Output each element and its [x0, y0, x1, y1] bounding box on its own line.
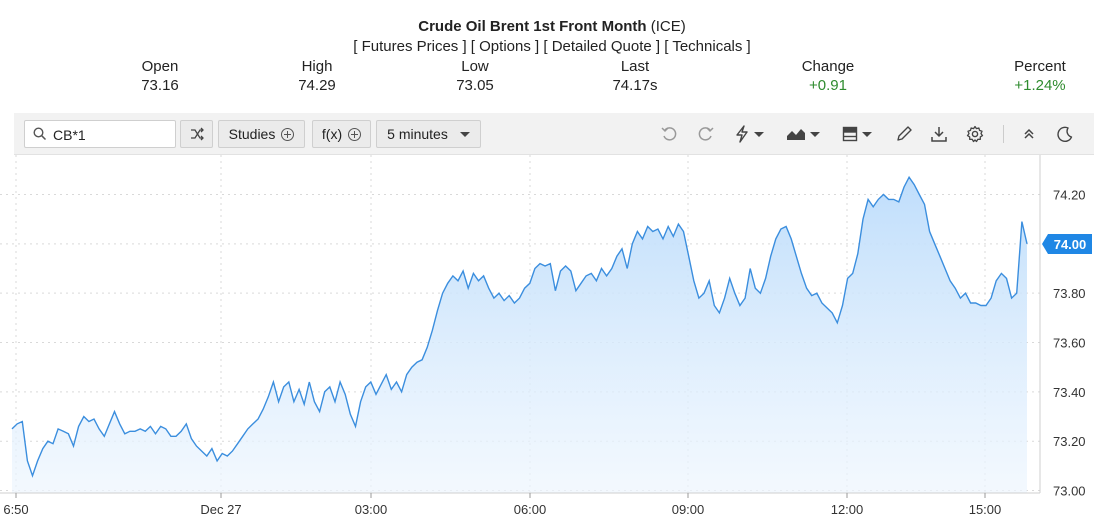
chevron-down-icon	[810, 131, 820, 137]
stat-value: +1.24%	[1014, 77, 1066, 94]
stat-value: +0.91	[809, 77, 847, 94]
symbol-search-input[interactable]: CB*1	[24, 120, 176, 148]
current-price-label: 74.00	[1054, 237, 1087, 252]
stat-value: 74.17s	[612, 77, 658, 94]
chevron-down-icon	[862, 131, 872, 137]
stat-change: Change +0.91	[788, 58, 868, 94]
price-chart-svg: 74.20 74.00 73.80 73.60 73.40 73.20 73.00 6:50…	[0, 155, 1092, 517]
chevron-down-icon	[459, 131, 470, 137]
stat-value: 74.29	[298, 77, 336, 94]
x-tick-label: 6:50	[3, 502, 28, 517]
functions-button[interactable]: f(x)	[312, 120, 371, 148]
search-icon	[33, 127, 47, 141]
studies-label: Studies	[228, 126, 276, 142]
area-chart-icon	[787, 129, 805, 140]
y-tick-label: 73.00	[1053, 484, 1086, 499]
stat-low: Low 73.05	[435, 58, 515, 94]
x-tick-label: 03:00	[355, 502, 388, 517]
stat-high: High 74.29	[277, 58, 357, 94]
layout-menu-button[interactable]	[842, 124, 872, 144]
add-circle-icon	[281, 127, 295, 141]
stat-percent: Percent +1.24%	[1000, 58, 1080, 94]
stat-label: Low	[461, 58, 489, 75]
stat-open: Open 73.16	[120, 58, 200, 94]
x-tick-label: 12:00	[831, 502, 864, 517]
search-value: CB*1	[53, 127, 86, 143]
instrument-name: Crude Oil Brent 1st Front Month	[418, 18, 647, 35]
stat-label: Percent	[1014, 58, 1066, 75]
options-link[interactable]: Options	[479, 38, 531, 55]
x-tick-label: Dec 27	[200, 502, 241, 517]
lightning-icon	[736, 125, 748, 143]
interval-select[interactable]: 5 minutes	[376, 120, 481, 148]
studies-button[interactable]: Studies	[218, 120, 305, 148]
layout-icon	[842, 126, 858, 142]
futures-prices-link[interactable]: Futures Prices	[361, 38, 459, 55]
chart-type-menu-button[interactable]	[786, 124, 820, 144]
undo-icon	[661, 127, 677, 141]
gear-icon	[966, 125, 984, 143]
stat-label: High	[301, 58, 333, 75]
collapse-button[interactable]	[1022, 124, 1036, 144]
undo-button[interactable]	[660, 124, 678, 144]
y-tick-label: 73.20	[1053, 434, 1086, 449]
technicals-link[interactable]: Technicals	[672, 38, 743, 55]
price-area	[12, 177, 1027, 493]
stat-value: 73.16	[141, 77, 179, 94]
x-tick-label: 09:00	[672, 502, 705, 517]
detailed-quote-link[interactable]: Detailed Quote	[551, 38, 652, 55]
x-tick-label: 06:00	[514, 502, 547, 517]
y-tick-label: 74.20	[1053, 187, 1086, 202]
download-icon	[931, 127, 947, 142]
toolbar-divider	[1003, 125, 1004, 143]
shuffle-icon	[190, 127, 204, 141]
y-tick-label: 73.60	[1053, 336, 1086, 351]
compare-button[interactable]	[180, 120, 213, 148]
interval-label: 5 minutes	[387, 126, 448, 142]
stat-label: Change	[801, 58, 855, 75]
y-tick-label: 73.40	[1053, 385, 1086, 400]
redo-icon	[698, 127, 714, 141]
x-tick-label: 15:00	[969, 502, 1002, 517]
download-button[interactable]	[930, 124, 948, 144]
redo-button[interactable]	[697, 124, 715, 144]
price-chart[interactable]: 74.20 74.00 73.80 73.60 73.40 73.20 73.00 6:50…	[0, 155, 1104, 520]
stat-last: Last 74.17s	[595, 58, 675, 94]
chevron-down-icon	[754, 131, 764, 137]
stat-label: Last	[620, 58, 650, 75]
collapse-icon	[1024, 128, 1034, 139]
current-price-tag: 74.00	[1042, 234, 1092, 254]
stat-label: Open	[141, 58, 179, 75]
pencil-icon	[897, 126, 912, 141]
quote-links: [ Futures Prices ] [ Options ] [ Detaile…	[353, 38, 751, 55]
exchange-label: (ICE)	[650, 18, 686, 35]
add-circle-icon	[348, 127, 362, 141]
y-tick-label: 73.80	[1053, 286, 1086, 301]
price-line	[11, 175, 1028, 478]
functions-label: f(x)	[321, 126, 343, 142]
stat-value: 73.05	[456, 77, 494, 94]
moon-icon	[1057, 126, 1073, 143]
page-title: Crude Oil Brent 1st Front Month (ICE)	[0, 18, 1104, 35]
draw-button[interactable]	[895, 124, 913, 144]
settings-button[interactable]	[966, 124, 984, 144]
chart-toolbar: CB*1 Studies f(x) 5 minutes	[14, 113, 1094, 155]
theme-button[interactable]	[1056, 124, 1074, 144]
events-menu-button[interactable]	[734, 124, 764, 144]
